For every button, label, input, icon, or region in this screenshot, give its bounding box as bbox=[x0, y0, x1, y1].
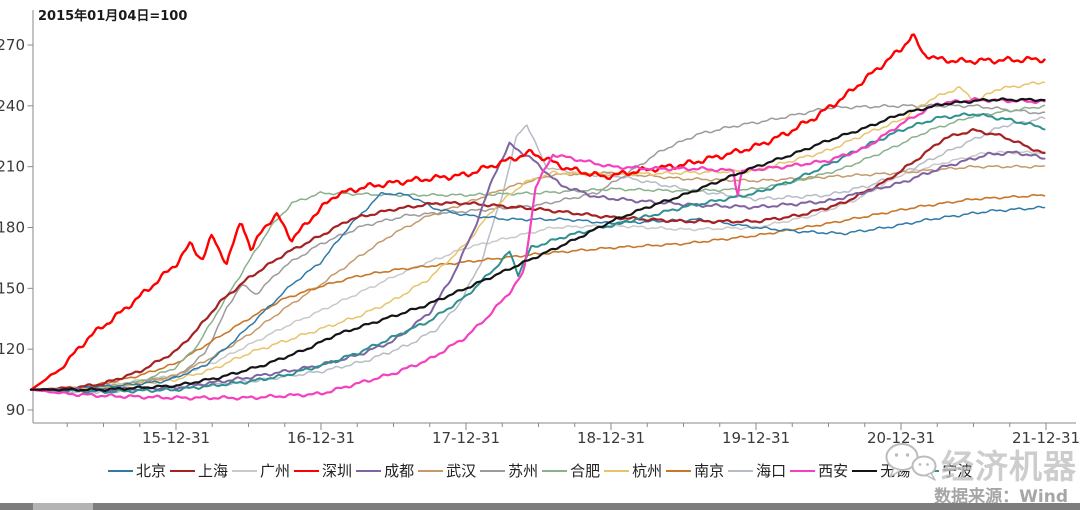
legend-item-武汉: 武汉 bbox=[418, 460, 476, 481]
legend-swatch bbox=[356, 469, 382, 472]
series-line-广州 bbox=[30, 150, 1046, 391]
y-tick-label: 120 bbox=[0, 340, 25, 358]
legend-label: 深圳 bbox=[322, 462, 353, 480]
legend-swatch bbox=[294, 469, 320, 472]
y-tick-label: 180 bbox=[0, 219, 25, 237]
x-tick-label: 17-12-31 bbox=[432, 429, 500, 447]
legend-swatch bbox=[790, 469, 816, 472]
scrollbar-thumb[interactable] bbox=[33, 503, 93, 510]
legend-swatch bbox=[418, 469, 444, 472]
legend-label: 海口 bbox=[756, 462, 787, 480]
y-tick-label: 270 bbox=[0, 36, 25, 54]
series-line-无锡 bbox=[29, 97, 1046, 393]
legend: 北京上海广州深圳成都武汉苏州合肥杭州南京海口西安无锡宁波 bbox=[108, 460, 976, 481]
brand-watermark: 经济机器 bbox=[941, 447, 1077, 486]
y-tick-label: 240 bbox=[0, 97, 25, 115]
series-line-武汉 bbox=[30, 164, 1046, 391]
wechat-logo-icon bbox=[885, 443, 937, 481]
x-tick-label: 16-12-31 bbox=[287, 429, 355, 447]
legend-label: 上海 bbox=[198, 462, 229, 480]
series-line-深圳 bbox=[29, 33, 1046, 391]
legend-swatch bbox=[480, 469, 506, 472]
legend-label: 武汉 bbox=[446, 462, 477, 480]
series-line-北京 bbox=[30, 191, 1046, 391]
horizontal-scrollbar[interactable] bbox=[0, 503, 1080, 510]
legend-item-合肥: 合肥 bbox=[542, 460, 600, 481]
series-line-上海 bbox=[29, 128, 1046, 391]
legend-label: 北京 bbox=[136, 462, 167, 480]
data-source-note: 数据来源：Wind bbox=[934, 487, 1068, 507]
legend-swatch bbox=[604, 469, 630, 472]
x-tick-label: 20-12-31 bbox=[867, 429, 935, 447]
x-tick-label: 21-12-31 bbox=[1012, 429, 1080, 447]
series-line-南京 bbox=[30, 193, 1046, 392]
series-line-杭州 bbox=[30, 81, 1046, 391]
series-line-西安 bbox=[29, 96, 1046, 401]
legend-item-上海: 上海 bbox=[170, 460, 228, 481]
legend-swatch bbox=[542, 469, 568, 472]
legend-swatch bbox=[170, 469, 196, 472]
x-tick-label: 15-12-31 bbox=[142, 429, 210, 447]
legend-item-南京: 南京 bbox=[666, 460, 724, 481]
x-tick-label: 19-12-31 bbox=[722, 429, 790, 447]
chart-title: 2015年01月04日=100 bbox=[38, 9, 188, 24]
legend-label: 成都 bbox=[384, 462, 415, 480]
legend-swatch bbox=[728, 469, 754, 472]
legend-label: 西安 bbox=[818, 462, 849, 480]
legend-label: 南京 bbox=[694, 462, 725, 480]
legend-item-苏州: 苏州 bbox=[480, 460, 538, 481]
legend-label: 合肥 bbox=[570, 462, 601, 480]
legend-label: 杭州 bbox=[632, 462, 663, 480]
legend-label: 苏州 bbox=[508, 462, 539, 480]
legend-item-杭州: 杭州 bbox=[604, 460, 662, 481]
legend-label: 广州 bbox=[260, 462, 291, 480]
legend-swatch bbox=[108, 469, 133, 472]
legend-label: 宁波 bbox=[942, 462, 973, 480]
series-line-合肥 bbox=[30, 104, 1046, 391]
legend-item-海口: 海口 bbox=[728, 460, 786, 481]
legend-item-北京: 北京 bbox=[108, 460, 166, 481]
legend-swatch bbox=[666, 469, 692, 472]
legend-swatch bbox=[852, 469, 878, 472]
legend-item-西安: 西安 bbox=[790, 460, 848, 481]
legend-item-成都: 成都 bbox=[356, 460, 414, 481]
plot-area: 90 120 150 180 210 240 270 15-12-31 16-12-31 17-1… bbox=[0, 10, 1080, 447]
legend-swatch bbox=[232, 469, 258, 472]
series-line-成都 bbox=[30, 141, 1046, 393]
series-line-海口 bbox=[30, 116, 1046, 395]
y-tick-label: 150 bbox=[0, 279, 25, 297]
y-tick-label: 210 bbox=[0, 158, 25, 176]
legend-item-深圳: 深圳 bbox=[294, 460, 352, 481]
x-tick-label: 18-12-31 bbox=[577, 429, 645, 447]
series-line-苏州 bbox=[30, 103, 1046, 391]
y-tick-label: 90 bbox=[6, 401, 25, 419]
legend-item-广州: 广州 bbox=[232, 460, 290, 481]
